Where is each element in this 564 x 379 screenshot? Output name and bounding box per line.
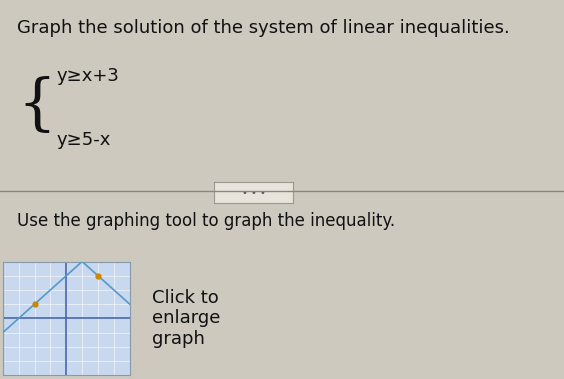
Text: y≥x+3: y≥x+3 <box>56 67 119 85</box>
Text: Graph the solution of the system of linear inequalities.: Graph the solution of the system of line… <box>17 19 510 37</box>
Text: {: { <box>17 76 56 136</box>
Text: graph: graph <box>152 330 205 348</box>
Text: enlarge: enlarge <box>152 309 221 327</box>
Text: Use the graphing tool to graph the inequality.: Use the graphing tool to graph the inequ… <box>17 212 395 230</box>
Text: Click to: Click to <box>152 288 219 307</box>
Text: • • •: • • • <box>242 188 266 198</box>
Text: y≥5-x: y≥5-x <box>56 131 111 149</box>
